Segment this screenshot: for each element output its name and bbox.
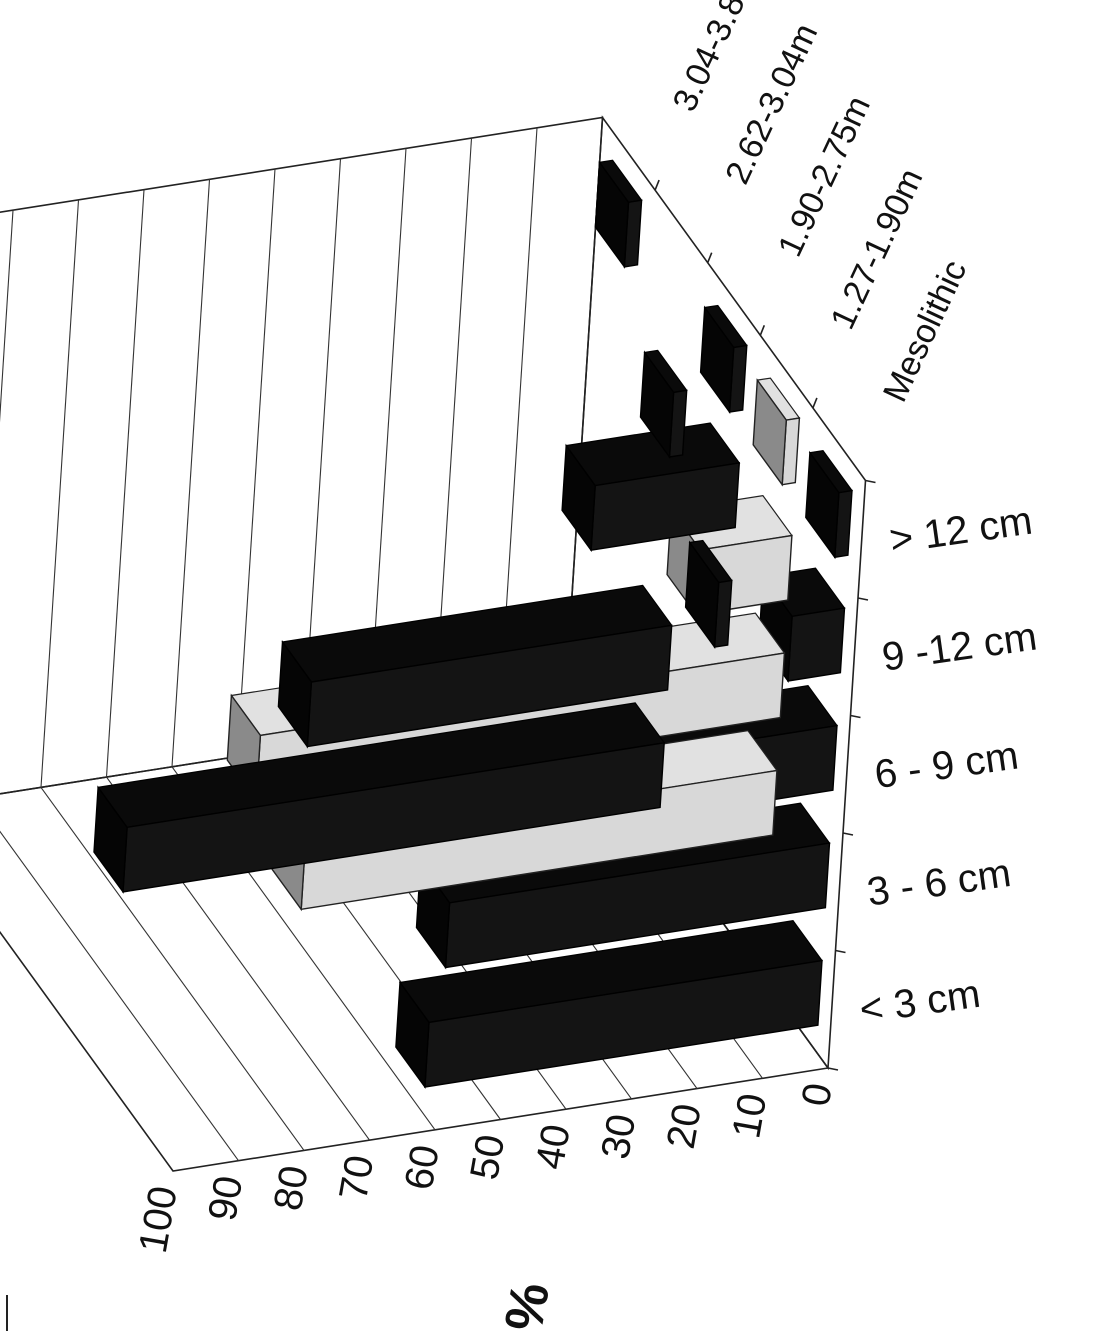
gridline-floor [40, 787, 305, 1151]
bar-end-face [395, 980, 430, 1089]
bar-3.04-3.89m-> 12 cm [594, 159, 643, 269]
bar-end-face [277, 640, 313, 749]
bar-Mesolithic-> 12 cm [805, 450, 854, 560]
category-tick [857, 597, 869, 601]
bar-1.90-2.75m-> 12 cm [699, 304, 748, 415]
bar-end-face [639, 350, 675, 459]
value-tick-label: 30 [593, 1111, 644, 1162]
series-tick [759, 325, 766, 336]
bar-end-face [594, 160, 630, 269]
bar-end-face [561, 443, 596, 553]
value-tick-label: 80 [266, 1162, 317, 1213]
value-tick-label: 60 [397, 1142, 448, 1193]
value-tick-label: 0 [794, 1080, 841, 1110]
gridline-floor [0, 830, 239, 1162]
bar-end-face [684, 540, 720, 650]
series-label: Mesolithic [876, 255, 974, 408]
bars [93, 159, 854, 1089]
category-tick [842, 832, 854, 836]
value-tick-label: 90 [200, 1173, 251, 1224]
category-label: > 12 cm [887, 499, 1035, 563]
value-tick-label: 20 [659, 1101, 710, 1152]
bar-end-face [752, 378, 788, 487]
bar-end-face [93, 785, 128, 894]
series-tick [812, 397, 818, 409]
category-tick [850, 714, 861, 719]
gridline-back [0, 210, 14, 423]
bar-2.62-3.04m-9 -12 cm [639, 349, 688, 459]
value-tick-label: 10 [724, 1090, 775, 1141]
bar-2.62-3.04m-< 3 cm [93, 702, 666, 894]
category-tick [827, 1067, 839, 1071]
category-tick [865, 479, 876, 484]
bar-1.90-2.75m-9 -12 cm [561, 422, 741, 553]
category-label: < 3 cm [857, 972, 983, 1032]
bar-1.27-1.90m-> 12 cm [752, 377, 801, 487]
bar-Mesolithic-< 3 cm [395, 920, 824, 1089]
bar-front-face [787, 607, 846, 682]
value-tick-label: 70 [331, 1152, 382, 1203]
value-tick-label: 100 [131, 1183, 186, 1256]
category-tick [835, 949, 846, 954]
category-label: 9 -12 cm [879, 614, 1039, 679]
category-label: 3 - 6 cm [864, 851, 1013, 915]
value-tick-label: 50 [462, 1131, 513, 1182]
bar-1.90-2.75m-6 - 9 cm [684, 539, 733, 650]
value-axis-label: % [494, 1278, 561, 1331]
bar-2.62-3.04m-3 - 6 cm [277, 584, 673, 749]
value-tick-label: 40 [528, 1121, 579, 1172]
bar-end-face [805, 450, 840, 560]
gridline-back [236, 168, 276, 757]
page-edge-mark [0, 1295, 8, 1331]
gridline-back [171, 179, 211, 767]
gridline-back [40, 199, 80, 788]
series-tick [706, 252, 713, 263]
category-label: 6 - 9 cm [872, 733, 1021, 797]
gridline-back [105, 189, 145, 778]
series-tick [654, 179, 660, 191]
bar-end-face [699, 305, 735, 415]
